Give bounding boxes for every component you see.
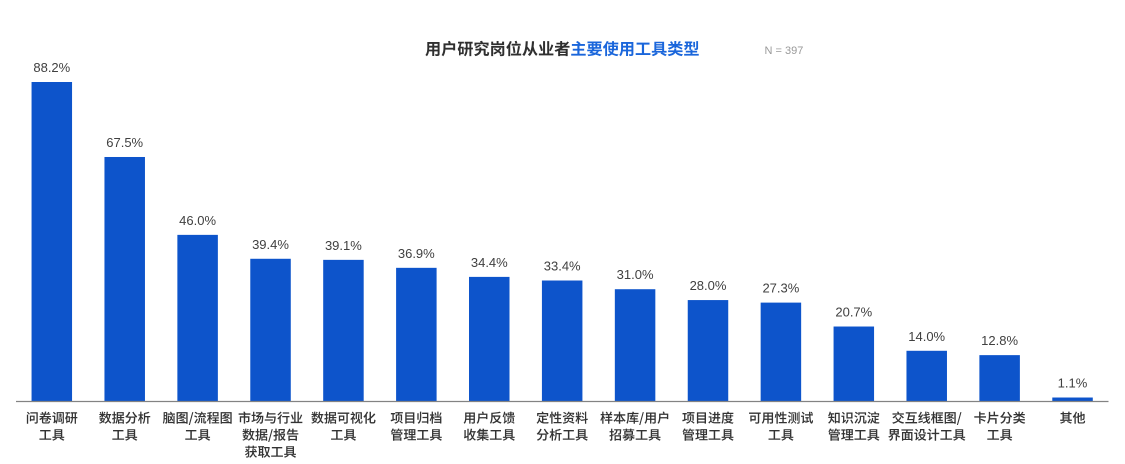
svg-text:N = 397: N = 397 [765,45,804,57]
svg-text:46.0%: 46.0% [179,213,216,228]
svg-text:1.1%: 1.1% [1058,376,1088,391]
svg-text:67.5%: 67.5% [106,135,143,150]
svg-text:14.0%: 14.0% [908,329,945,344]
svg-text:39.1%: 39.1% [325,238,362,253]
svg-text:88.2%: 88.2% [33,60,70,75]
svg-text:27.3%: 27.3% [762,281,799,296]
svg-text:39.4%: 39.4% [252,237,289,252]
svg-text:28.0%: 28.0% [690,278,727,293]
svg-text:36.9%: 36.9% [398,246,435,261]
svg-text:34.4%: 34.4% [471,255,508,270]
svg-text:12.8%: 12.8% [981,333,1018,348]
svg-text:33.4%: 33.4% [544,259,581,274]
svg-text:31.0%: 31.0% [617,267,654,282]
svg-text:20.7%: 20.7% [835,305,872,320]
